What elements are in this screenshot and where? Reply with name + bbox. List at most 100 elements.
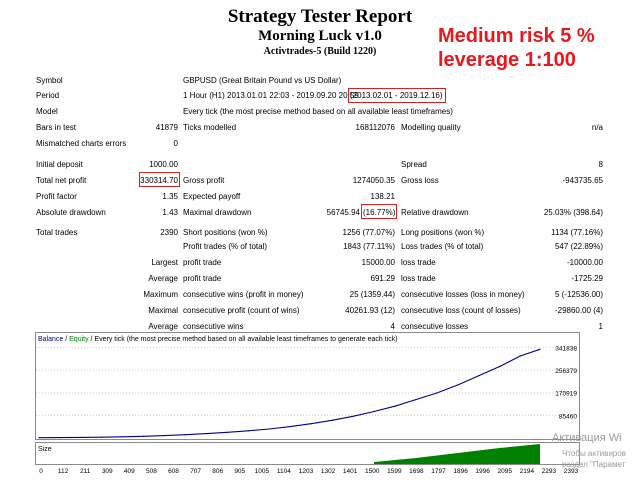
balance-point xyxy=(268,428,270,430)
maximal-label: Maximal xyxy=(148,306,178,315)
balance-point xyxy=(394,405,396,407)
balance-point xyxy=(539,348,541,350)
x-tick-label: 309 xyxy=(102,468,113,474)
x-tick-label: 2095 xyxy=(498,468,513,474)
balance-point xyxy=(457,384,459,386)
y-tick-label: 256379 xyxy=(555,368,577,375)
balance-point xyxy=(331,419,333,421)
size-bars xyxy=(373,444,540,464)
average-lt-value: -1725.29 xyxy=(571,274,603,283)
avgcons-label: Average xyxy=(148,322,178,331)
trades-value: 2390 xyxy=(160,228,178,237)
watermark-line1: Активация Wi xyxy=(552,432,622,444)
ptrades-label: Profit trades (% of total) xyxy=(183,242,268,251)
avgwins-value: 4 xyxy=(390,322,395,331)
maxdd-pct: (16.77%) xyxy=(363,208,396,217)
maxlosses-label: consecutive losses (loss in money) xyxy=(401,290,525,299)
balance-point xyxy=(478,375,480,377)
balance-point xyxy=(436,392,438,394)
spread-value: 8 xyxy=(598,160,603,169)
period-range: (2013.02.01 - 2019.12.16) xyxy=(350,91,443,100)
report-subtitle: Morning Luck v1.0 xyxy=(258,28,382,44)
maxloss-label: consecutive loss (count of losses) xyxy=(401,306,521,315)
x-tick-label: 1599 xyxy=(387,468,402,474)
maxdd-label: Maximal drawdown xyxy=(183,208,252,217)
spread-label: Spread xyxy=(401,160,427,169)
x-tick-label: 1401 xyxy=(343,468,358,474)
average-pt-label: profit trade xyxy=(183,274,222,283)
short-label: Short positions (won %) xyxy=(183,228,268,237)
long-value: 1134 (77.16%) xyxy=(551,228,603,237)
quality-value: n/a xyxy=(591,123,603,132)
x-tick-label: 2393 xyxy=(564,468,579,474)
balance-point xyxy=(143,435,145,437)
period-highlight-box xyxy=(348,88,446,103)
average-lt-label: loss trade xyxy=(401,274,436,283)
avgwins-label: consecutive wins xyxy=(183,322,244,331)
y-tick-label: 341838 xyxy=(555,345,577,352)
reldd-label: Relative drawdown xyxy=(401,208,469,217)
payoff-label: Expected payoff xyxy=(183,192,241,201)
balance-point xyxy=(289,426,291,428)
balance-point xyxy=(59,437,61,439)
x-tick-label: 2293 xyxy=(542,468,557,474)
x-tick-label: 1500 xyxy=(365,468,380,474)
balance-point xyxy=(184,434,187,436)
payoff-value: 138.21 xyxy=(370,192,395,201)
balance-point xyxy=(247,430,249,432)
maximum-label: Maximum xyxy=(143,290,178,299)
x-tick-label: 508 xyxy=(146,468,157,474)
quality-label: Modelling quality xyxy=(401,123,461,132)
absdd-label: Absolute drawdown xyxy=(36,208,106,217)
leverage-annotation: leverage 1:100 xyxy=(438,49,576,71)
balance-point xyxy=(373,410,375,413)
x-tick-label: 1797 xyxy=(431,468,446,474)
balance-point xyxy=(205,433,208,435)
balance-point xyxy=(164,435,166,437)
ltrades-label: Loss trades (% of total) xyxy=(401,242,484,251)
average-pt-value: 691.29 xyxy=(370,274,395,283)
grossprofit-label: Gross profit xyxy=(183,176,225,185)
chart-plot-frame xyxy=(35,332,580,440)
y-tick-label: 85460 xyxy=(559,413,577,420)
y-tick-labels: 341838 256379 170919 85460 xyxy=(555,345,577,420)
x-tick-label: 905 xyxy=(234,468,245,474)
x-tick-label: 707 xyxy=(190,468,201,474)
grossloss-label: Gross loss xyxy=(401,176,439,185)
maxprofit-label: consecutive profit (count of wins) xyxy=(183,306,300,315)
x-tick-labels: 0 112 211 309 409 508 608 707 806 905 1005 1104 1203… xyxy=(39,468,578,474)
size-area xyxy=(373,444,540,464)
deposit-label: Initial deposit xyxy=(36,160,83,169)
balance-point xyxy=(122,436,124,438)
ticks-label: Ticks modelled xyxy=(183,123,237,132)
x-tick-label: 1302 xyxy=(321,468,336,474)
legend-separator: / xyxy=(63,336,69,343)
balance-point xyxy=(498,365,501,368)
ltrades-value: 547 (22.89%) xyxy=(554,242,603,251)
balance-point xyxy=(80,436,82,439)
maxdd-value: 56745.94 xyxy=(326,208,360,217)
period-label: Period xyxy=(36,91,60,100)
maxwins-label: consecutive wins (profit in money) xyxy=(183,290,304,299)
maxdd-highlight-box xyxy=(361,204,397,219)
balance-chart: 341838 256379 170919 85460 0 112 211 309 409 508… xyxy=(35,332,580,474)
balance-chart-svg: 341838 256379 170919 85460 0 112 211 309 409 508… xyxy=(35,332,580,474)
watermark-line2: Чтобы активиров xyxy=(562,449,626,458)
profitfactor-value: 1.35 xyxy=(162,192,178,201)
symbol-label: Symbol xyxy=(36,76,63,85)
balance-point xyxy=(101,436,103,438)
balance-point xyxy=(226,431,229,433)
report-build: Activtrades-5 (Build 1220) xyxy=(263,46,377,57)
profitfactor-label: Profit factor xyxy=(36,192,77,201)
x-tick-label: 1896 xyxy=(453,468,468,474)
absdd-value: 1.43 xyxy=(162,208,178,217)
grossprofit-value: 1274050.35 xyxy=(352,176,395,185)
largest-pt-label: profit trade xyxy=(183,258,222,267)
maxlosses-value: 5 (-12536.00) xyxy=(554,290,603,299)
x-tick-label: 1698 xyxy=(409,468,424,474)
report-title: Strategy Tester Report xyxy=(227,6,413,27)
largest-label: Largest xyxy=(151,258,178,267)
x-tick-label: 1104 xyxy=(277,468,291,474)
balance-point xyxy=(415,398,417,401)
watermark-line3: раздел "Парамет xyxy=(562,460,626,469)
